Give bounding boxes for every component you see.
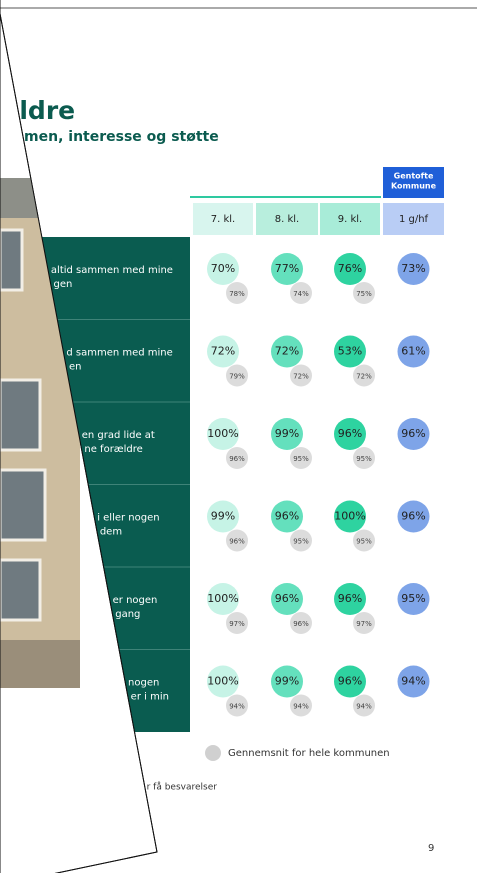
value: 53% [338, 345, 362, 358]
column-header: 8. kl. [275, 214, 299, 225]
row-label: altid sammen med mine [51, 265, 173, 276]
average-value: 72% [293, 373, 309, 381]
average-value: 96% [293, 620, 309, 628]
page: ldre men, interesse og støtte GentofteKomm… [0, 0, 477, 873]
value: 73% [401, 262, 425, 275]
row-label: d sammen med mine [66, 348, 172, 359]
photo-window [0, 230, 22, 290]
average-value: 94% [356, 703, 372, 711]
value: 72% [211, 345, 235, 358]
row-label: er i min [131, 692, 169, 703]
average-value: 75% [356, 290, 372, 298]
photo-window [0, 380, 40, 450]
photo-window [0, 560, 40, 620]
row-label: dem [100, 527, 122, 538]
group-label: Gentofte [394, 172, 434, 181]
average-value: 94% [229, 703, 245, 711]
row-label: gang [115, 609, 140, 620]
legend-dot [205, 745, 221, 761]
group-label: Kommune [391, 182, 437, 191]
average-value: 95% [293, 538, 309, 546]
value: 95% [401, 592, 425, 605]
row-label: er nogen [113, 595, 158, 606]
row-label: en grad lide at [82, 430, 155, 441]
value: 96% [338, 427, 362, 440]
row-label: i eller nogen [97, 513, 159, 524]
average-value: 96% [229, 538, 245, 546]
photo-window [0, 470, 45, 540]
value: 99% [275, 675, 299, 688]
average-value: 72% [356, 373, 372, 381]
row-label: en [69, 362, 82, 373]
title: ldre [19, 96, 75, 125]
average-value: 94% [293, 703, 309, 711]
value: 61% [401, 345, 425, 358]
column-header: 1 g/hf [399, 214, 429, 225]
average-value: 95% [293, 455, 309, 463]
page-number: 9 [428, 843, 434, 854]
footnote: r få besvarelser [147, 782, 218, 793]
value: 99% [275, 427, 299, 440]
value: 100% [207, 427, 238, 440]
average-value: 96% [229, 455, 245, 463]
value: 100% [207, 675, 238, 688]
photo-shade [0, 178, 80, 218]
value: 96% [338, 675, 362, 688]
value: 70% [211, 262, 235, 275]
value: 76% [338, 262, 362, 275]
average-value: 79% [229, 373, 245, 381]
row-label: gen [54, 279, 73, 290]
column-header: 7. kl. [211, 214, 235, 225]
value: 72% [275, 345, 299, 358]
value: 94% [401, 675, 425, 688]
value: 100% [334, 510, 365, 523]
row-label: nogen [128, 678, 159, 689]
average-value: 97% [229, 620, 245, 628]
average-value: 95% [356, 455, 372, 463]
average-value: 95% [356, 538, 372, 546]
value: 96% [275, 592, 299, 605]
value: 96% [275, 510, 299, 523]
average-value: 74% [293, 290, 309, 298]
value: 96% [338, 592, 362, 605]
value: 100% [207, 592, 238, 605]
photo-ground [0, 640, 80, 688]
legend-label: Gennemsnit for hele kommunen [228, 748, 390, 759]
average-value: 78% [229, 290, 245, 298]
value: 96% [401, 510, 425, 523]
value: 77% [275, 262, 299, 275]
value: 99% [211, 510, 235, 523]
average-value: 97% [356, 620, 372, 628]
column-header: 9. kl. [338, 214, 362, 225]
subtitle: men, interesse og støtte [24, 129, 219, 145]
value: 96% [401, 427, 425, 440]
row-label: ne forældre [84, 444, 142, 455]
